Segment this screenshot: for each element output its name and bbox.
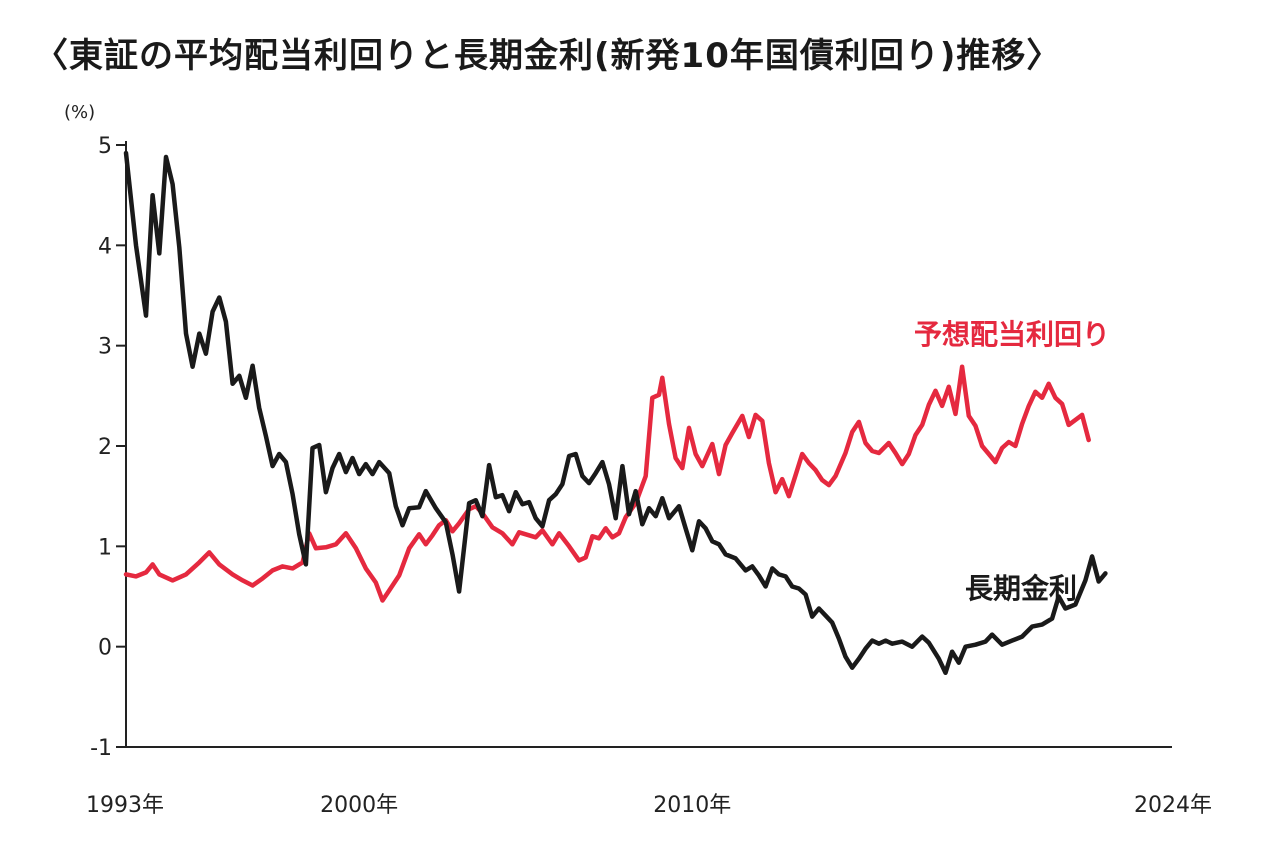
series-label-dividend-yield: 予想配当利回り xyxy=(914,318,1110,351)
y-tick-label: 2 xyxy=(98,435,112,460)
series-line-long-term-rate xyxy=(123,150,1108,676)
x-tick-label: 2024年 xyxy=(1134,793,1212,818)
x-tick-label: 2010年 xyxy=(653,793,731,818)
y-tick-label: -1 xyxy=(90,736,112,761)
y-tick-label: 4 xyxy=(98,234,112,259)
chart-title: 〈東証の平均配当利回りと長期金利(新発10年国債利回り)推移〉 xyxy=(34,36,1062,76)
series-lines xyxy=(123,150,1108,676)
y-tick-label: 1 xyxy=(98,535,112,560)
x-tick-label: 2000年 xyxy=(320,793,398,818)
series-label-long-term-rate: 長期金利 xyxy=(965,572,1077,605)
y-tick-label: 5 xyxy=(98,134,112,159)
y-tick-label: 0 xyxy=(98,636,112,661)
series-line-dividend-yield xyxy=(123,364,1091,603)
y-axis-unit-label: (%) xyxy=(64,102,95,123)
x-tick-label: 1993年 xyxy=(86,793,164,818)
y-axis-ticks: -1 0 1 2 3 4 5 xyxy=(90,134,126,761)
y-tick-label: 3 xyxy=(98,335,112,360)
x-axis-ticks: 1993年 2000年 2010年 2024年 xyxy=(86,793,1212,818)
